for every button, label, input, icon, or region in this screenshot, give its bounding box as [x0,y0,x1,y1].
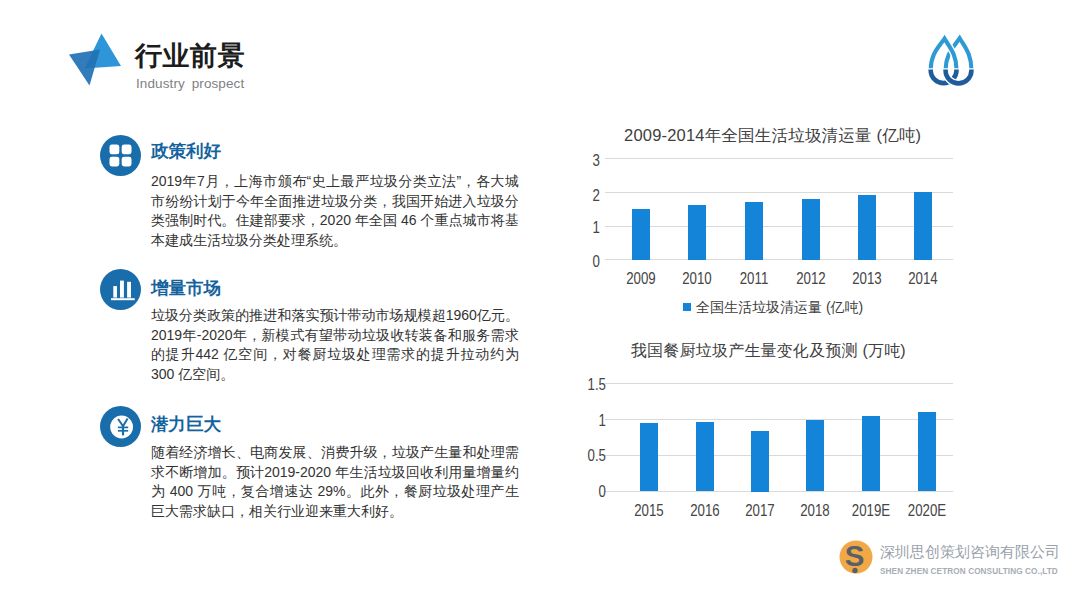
svg-text:S: S [845,539,865,572]
